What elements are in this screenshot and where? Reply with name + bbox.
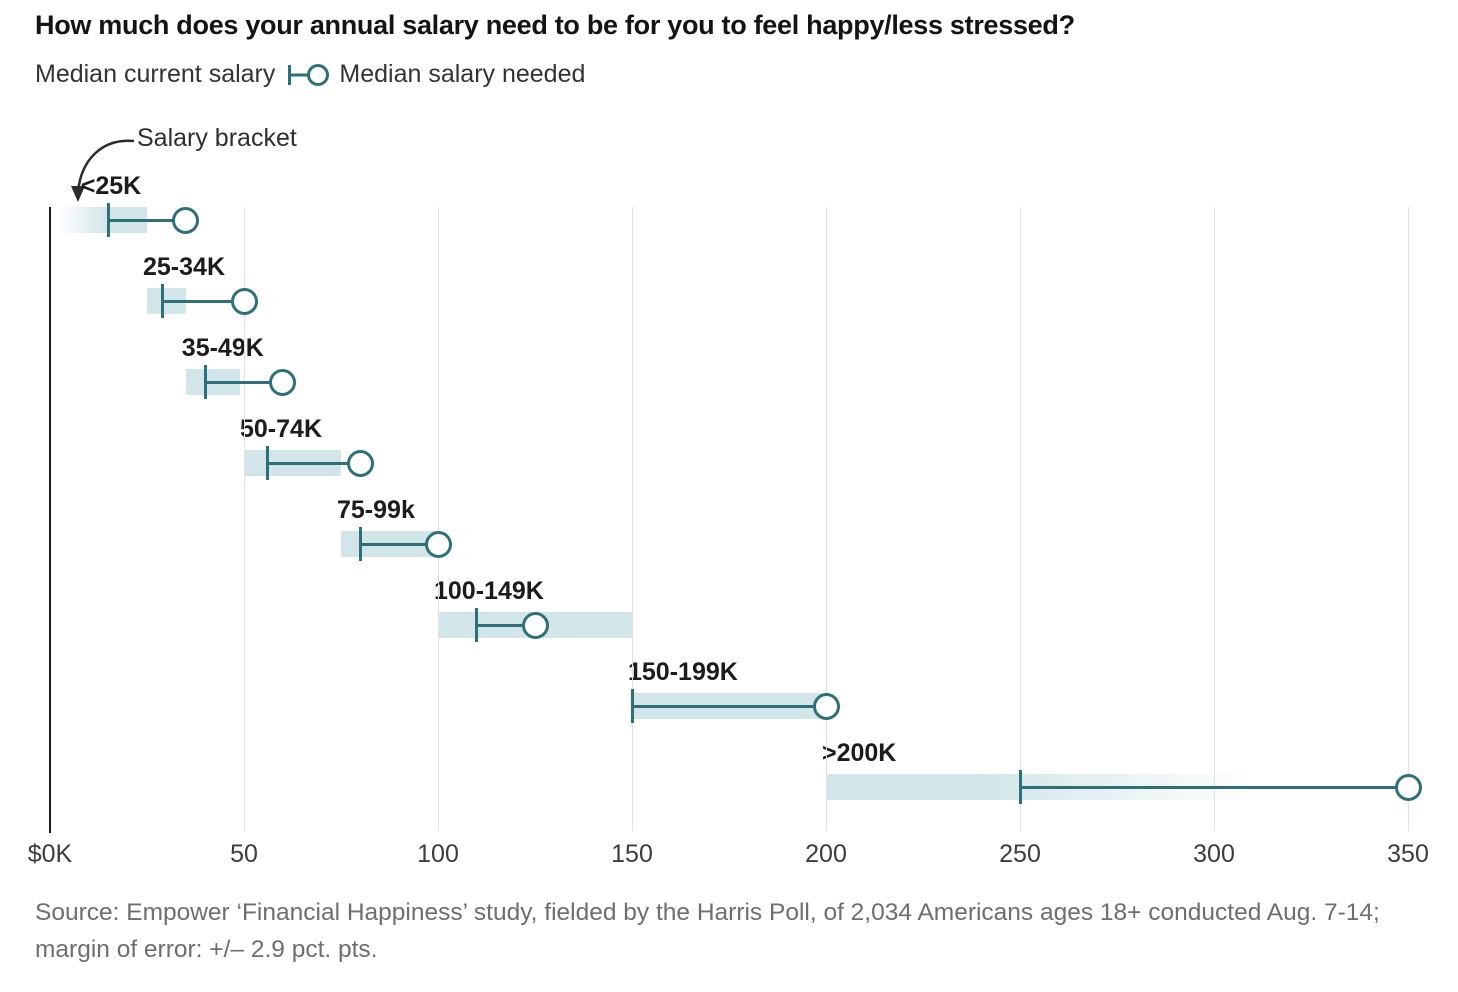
gridline [1214, 207, 1215, 831]
connector-line [162, 299, 244, 303]
median-needed-marker [269, 368, 297, 396]
gridline [1408, 207, 1409, 831]
bracket-label: 150-199K [628, 658, 738, 686]
median-current-tick [358, 527, 362, 561]
connector-line [632, 704, 826, 708]
median-needed-marker [424, 530, 452, 558]
median-needed-marker [230, 287, 258, 315]
annotation-arrow-icon [71, 139, 135, 202]
x-axis-tick-label: 150 [611, 840, 653, 868]
bracket-label: <25K [80, 172, 142, 200]
x-axis-tick-label: 300 [1193, 840, 1235, 868]
bracket-label: 25-34K [143, 253, 225, 281]
median-needed-marker [172, 206, 200, 234]
x-axis-tick-label: 250 [999, 840, 1041, 868]
median-needed-marker [346, 449, 374, 477]
bracket-label: 100-149K [434, 577, 544, 605]
median-current-tick [106, 203, 110, 237]
median-needed-marker [1394, 773, 1422, 801]
x-axis-tick-label: 200 [805, 840, 847, 868]
source-line-1: Source: Empower ‘Financial Happiness’ st… [35, 899, 1380, 926]
median-current-tick [630, 689, 634, 723]
x-axis-tick-label: 50 [230, 840, 258, 868]
legend-needed-label: Median salary needed [339, 60, 586, 88]
x-axis-tick-label: $0K [27, 840, 73, 868]
median-current-tick [265, 446, 269, 480]
median-needed-marker [812, 692, 840, 720]
connector-line [108, 218, 186, 222]
source-line-2: margin of error: +/– 2.9 pct. pts. [35, 936, 378, 963]
connector-line [205, 380, 283, 384]
median-current-tick [1018, 770, 1022, 804]
x-axis-tick-label: 100 [417, 840, 459, 868]
median-needed-marker [521, 611, 549, 639]
chart-title: How much does your annual salary need to… [35, 10, 1075, 40]
gridline [826, 207, 827, 831]
median-current-tick [475, 608, 479, 642]
gridline [244, 207, 245, 831]
bracket-label: >200K [822, 739, 897, 767]
connector-line [476, 623, 535, 627]
source-note: Source: Empower ‘Financial Happiness’ st… [35, 894, 1380, 968]
connector-line [1020, 785, 1408, 789]
bracket-label: 35-49K [181, 334, 264, 362]
connector-line [360, 542, 438, 546]
gridline [438, 207, 439, 831]
gridline [632, 207, 633, 831]
annotation-label: Salary bracket [137, 124, 297, 152]
median-current-tick [161, 284, 165, 318]
y-axis-line [49, 207, 51, 833]
legend-dumbbell-icon [288, 63, 330, 86]
legend: Median current salary Median salary need… [35, 60, 585, 89]
gridline [1020, 207, 1021, 831]
median-current-tick [203, 365, 207, 399]
bracket-label: 75-99k [337, 496, 415, 524]
connector-line [267, 461, 361, 465]
x-axis-tick-label: 350 [1387, 840, 1429, 868]
bracket-label: 50-74K [240, 415, 322, 443]
legend-current-label: Median current salary [35, 60, 276, 88]
